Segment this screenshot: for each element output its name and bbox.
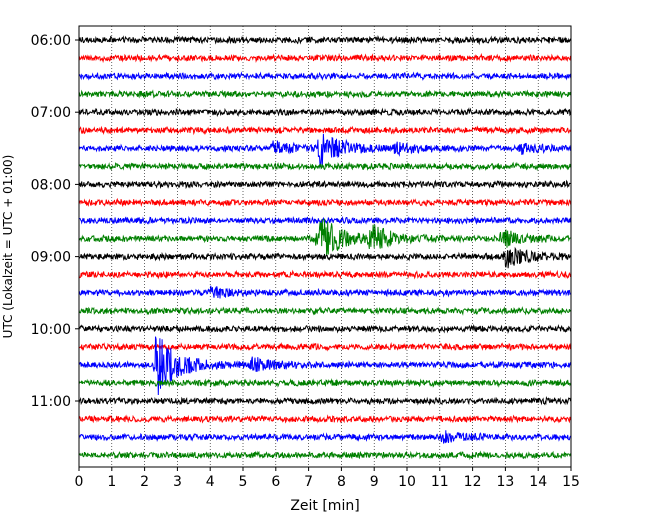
seismic-trace-14 xyxy=(78,285,572,299)
seismic-trace-11 xyxy=(78,218,572,256)
plot-frame xyxy=(78,25,572,468)
seismic-trace-13 xyxy=(78,269,572,280)
seismic-trace-9 xyxy=(78,197,572,208)
x-tick-label: 4 xyxy=(206,474,215,490)
y-tick-label: 08:00 xyxy=(31,177,71,193)
y-tick-label: 11:00 xyxy=(31,394,71,410)
seismic-trace-1 xyxy=(78,52,572,64)
x-tick-label: 7 xyxy=(304,474,313,490)
x-tick-label: 11 xyxy=(431,474,449,490)
x-tick-label: 6 xyxy=(271,474,280,490)
seismic-trace-19 xyxy=(78,378,572,388)
x-tick-label: 13 xyxy=(496,474,514,490)
seismic-trace-6 xyxy=(78,133,572,168)
seismic-trace-22 xyxy=(78,430,572,444)
seismic-trace-3 xyxy=(78,89,572,100)
seismic-trace-4 xyxy=(78,107,572,118)
seismic-trace-12 xyxy=(78,246,572,269)
seismic-trace-20 xyxy=(78,396,571,406)
seismic-trace-17 xyxy=(78,341,572,352)
x-tick-label: 12 xyxy=(464,474,482,490)
seismic-trace-15 xyxy=(78,306,572,316)
y-tick-label: 09:00 xyxy=(31,250,71,266)
y-axis-label: UTC (Lokalzeit = UTC + 01:00) xyxy=(1,155,15,339)
x-axis-label: Zeit [min] xyxy=(290,498,359,514)
trace-layer xyxy=(78,34,572,461)
seismic-trace-0 xyxy=(78,34,572,46)
y-tick-label: 06:00 xyxy=(31,33,71,49)
seismic-trace-16 xyxy=(78,324,572,334)
x-tick-label: 2 xyxy=(140,474,149,490)
y-axis: 06:00 07:00 08:00 09:00 10:00 11:00 xyxy=(31,33,79,410)
seismic-trace-8 xyxy=(78,179,572,190)
y-tick-label: 07:00 xyxy=(31,105,71,121)
x-tick-label: 15 xyxy=(562,474,580,490)
seismic-trace-7 xyxy=(78,161,572,172)
y-tick-label: 10:00 xyxy=(31,322,71,338)
x-tick-label: 0 xyxy=(75,474,84,490)
x-tick-label: 8 xyxy=(337,474,346,490)
x-tick-label: 10 xyxy=(398,474,416,490)
x-tick-label: 9 xyxy=(370,474,379,490)
x-axis: 0 1 2 3 4 5 6 7 8 9 10 11 12 13 14 15 xyxy=(75,467,580,490)
x-tick-label: 1 xyxy=(107,474,116,490)
seismic-trace-18 xyxy=(78,336,572,396)
x-tick-label: 3 xyxy=(173,474,182,490)
seismic-trace-5 xyxy=(78,125,572,136)
seismic-trace-2 xyxy=(78,71,572,81)
seismic-trace-21 xyxy=(78,414,572,424)
x-tick-label: 14 xyxy=(529,474,547,490)
x-tick-label: 5 xyxy=(239,474,248,490)
seismic-trace-23 xyxy=(78,450,572,461)
